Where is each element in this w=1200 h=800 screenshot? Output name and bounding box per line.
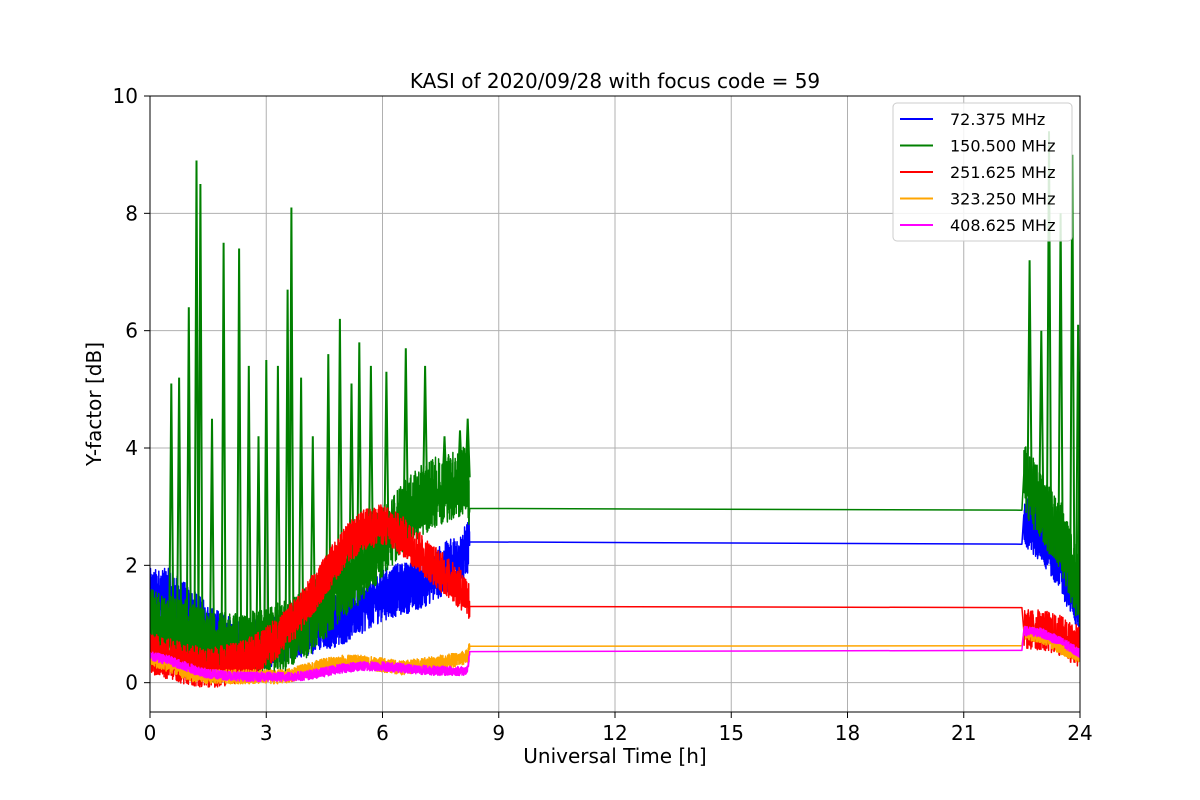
x-tick-label: 24 bbox=[1067, 721, 1092, 745]
series-spike-1-9 bbox=[255, 436, 262, 644]
series-layer bbox=[150, 131, 1080, 688]
y-tick-label: 4 bbox=[125, 436, 138, 460]
x-tick-label: 3 bbox=[260, 721, 273, 745]
chart-title: KASI of 2020/09/28 with focus code = 59 bbox=[410, 69, 820, 93]
series-spike-1-27 bbox=[1026, 260, 1033, 488]
legend-label: 72.375 MHz bbox=[950, 110, 1045, 129]
series-spike-1-33 bbox=[1077, 371, 1080, 595]
series-spike-1-8 bbox=[245, 365, 252, 647]
series-spike-1-19 bbox=[356, 342, 363, 569]
y-tick-label: 6 bbox=[125, 319, 138, 343]
x-tick-label: 15 bbox=[719, 721, 744, 745]
legend-label: 408.625 MHz bbox=[950, 216, 1055, 235]
y-tick-label: 8 bbox=[125, 201, 138, 225]
x-tick-label: 9 bbox=[492, 721, 505, 745]
series-spike-1-21 bbox=[383, 371, 390, 538]
y-axis-label: Y-factor [dB] bbox=[82, 342, 106, 467]
x-axis: 0 3 6 9 12 15 18 21 24 bbox=[144, 712, 1093, 745]
legend-label: 323.250 MHz bbox=[950, 190, 1055, 209]
series-spike-1-18 bbox=[348, 383, 355, 576]
y-tick-label: 10 bbox=[113, 84, 138, 108]
series-spike-1-16 bbox=[325, 354, 332, 602]
series-spike-1-22 bbox=[402, 348, 409, 515]
series-line-4 bbox=[150, 625, 1080, 683]
x-tick-label: 6 bbox=[376, 721, 389, 745]
series-spike-1-17 bbox=[336, 318, 343, 588]
series-spike-1-14 bbox=[298, 377, 305, 627]
legend: 72.375 MHz 150.500 MHz 251.625 MHz 323.250 … bbox=[892, 102, 1073, 242]
y-tick-label: 2 bbox=[125, 553, 138, 577]
series-spike-1-24 bbox=[441, 436, 448, 488]
series-spike-1-20 bbox=[367, 365, 374, 556]
series-spike-1-11 bbox=[274, 365, 281, 639]
series-spike-1-13 bbox=[288, 207, 295, 633]
x-tick-label: 21 bbox=[951, 721, 976, 745]
series-spike-1-4 bbox=[197, 183, 204, 643]
legend-label: 251.625 MHz bbox=[950, 163, 1055, 182]
series-spike-1-10 bbox=[263, 359, 270, 642]
series-spike-1-26 bbox=[464, 418, 471, 478]
series-spike-1-15 bbox=[309, 436, 316, 618]
series-spike-1-30 bbox=[1057, 213, 1064, 537]
x-axis-label: Universal Time [h] bbox=[523, 744, 706, 768]
series-spike-1-1 bbox=[176, 377, 183, 633]
series-spike-1-25 bbox=[457, 430, 463, 484]
series-line-2 bbox=[150, 504, 1080, 688]
series-spike-1-23 bbox=[422, 365, 429, 499]
series-spike-1-0 bbox=[168, 383, 175, 631]
series-spike-1-2 bbox=[185, 307, 192, 636]
series-spike-1-5 bbox=[209, 418, 215, 648]
series-spike-1-3 bbox=[193, 160, 200, 641]
y-tick-label: 0 bbox=[125, 671, 138, 695]
x-tick-label: 12 bbox=[602, 721, 627, 745]
y-axis: 0 2 4 6 8 10 bbox=[113, 84, 150, 695]
legend-label: 150.500 MHz bbox=[950, 137, 1055, 156]
x-tick-label: 18 bbox=[835, 721, 860, 745]
series-spike-1-6 bbox=[220, 242, 227, 648]
legend-frame bbox=[892, 102, 1073, 242]
series-spike-1-28 bbox=[1038, 330, 1045, 507]
x-tick-label: 0 bbox=[144, 721, 157, 745]
series-spike-1-7 bbox=[236, 248, 243, 648]
